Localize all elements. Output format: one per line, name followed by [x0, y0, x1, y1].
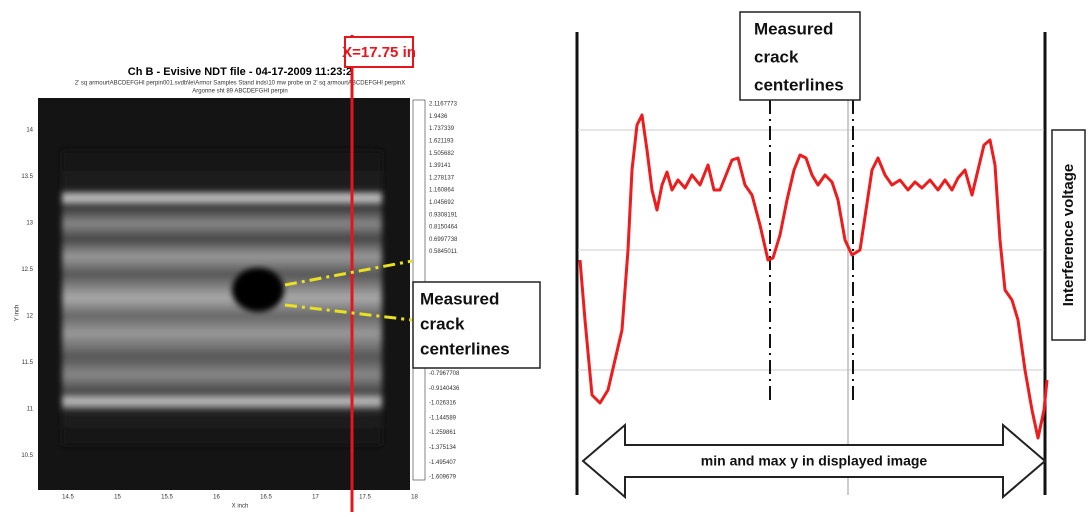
y-tick-label: 11.5 [22, 360, 34, 366]
y-axis-label: Interference voltage [1060, 164, 1077, 307]
x-tick-label: 17 [312, 495, 319, 501]
y-axis-label: Y inch [15, 305, 21, 322]
colorbar-label: 1.278137 [429, 175, 455, 181]
scan-image [62, 150, 382, 446]
colorbar-label: -1.609679 [429, 475, 457, 481]
image-subtitle: Argonne sht 89 ABCDEFGHI perpin [192, 89, 287, 95]
colorbar-label: 1.621193 [429, 138, 454, 144]
colorbar-label: -1.144589 [429, 415, 457, 421]
colorbar-label: 0.5845011 [429, 249, 458, 255]
colorbar-label: -1.375134 [429, 445, 457, 451]
x-tick-label: 14.5 [62, 495, 74, 501]
callout-text: centerlines [754, 75, 844, 94]
colorbar-label: -1.259861 [429, 430, 457, 436]
y-tick-label: 11 [27, 407, 34, 413]
pointer-line [284, 259, 413, 287]
y-tick-label: 12 [26, 314, 33, 320]
x-axis-label: X inch [232, 504, 249, 510]
colorbar-label: -0.9140436 [429, 386, 460, 392]
colorbar-label: 1.737339 [429, 126, 455, 132]
axis-label-box [1051, 129, 1086, 341]
colorbar-label: 1.39141 [429, 163, 451, 169]
colorbar-label: 0.9308191 [429, 212, 458, 218]
callout-box [412, 281, 541, 369]
colorbar-label: 0.8150464 [429, 225, 458, 231]
y-tick-label: 12.5 [21, 267, 33, 273]
callout-box [739, 11, 861, 101]
y-tick-label: 13.5 [21, 174, 33, 180]
y-tick-label: 10.5 [21, 453, 33, 459]
x-tick-label: 15.5 [161, 495, 173, 501]
x-tick-label: 16 [213, 495, 220, 501]
marker-label: X=17.75 in [342, 44, 416, 61]
image-title: Ch B - Evisive NDT file - 04-17-2009 11:… [128, 66, 352, 78]
callout-text: Measured [420, 289, 499, 308]
range-arrow [581, 422, 1047, 500]
callout-text: Measured [754, 19, 833, 38]
callout-text: crack [420, 314, 465, 333]
x-tick-label: 17.5 [359, 495, 371, 501]
range-label: min and max y in displayed image [701, 453, 928, 469]
voltage-curve [578, 113, 1049, 440]
pointer-line [284, 303, 413, 322]
colorbar-label: 1.045692 [429, 200, 455, 206]
scan-defect [232, 268, 284, 312]
x-tick-label: 18 [411, 495, 418, 501]
x-tick-label: 16.5 [260, 495, 272, 501]
colorbar-label: 1.160864 [429, 188, 455, 194]
colorbar-label: 1.9436 [429, 114, 448, 120]
colorbar-label: 1.505682 [429, 151, 455, 157]
y-tick-label: 13 [26, 221, 33, 227]
colorbar-label: 2.1167773 [429, 102, 458, 108]
callout-text: crack [754, 47, 799, 66]
colorbar-label: -1.495407 [429, 460, 457, 466]
colorbar-label: -1.026316 [429, 401, 457, 407]
colorbar-label: -0.7967708 [429, 371, 460, 377]
marker-box [344, 36, 414, 68]
image-subtitle: 2' sq armourtABCDEFGHI perpin001.svdb\le… [75, 81, 405, 87]
colorbar-label: 0.6997738 [429, 237, 458, 243]
x-tick-label: 15 [114, 495, 121, 501]
callout-text: centerlines [420, 339, 510, 358]
y-tick-label: 14 [26, 128, 33, 134]
